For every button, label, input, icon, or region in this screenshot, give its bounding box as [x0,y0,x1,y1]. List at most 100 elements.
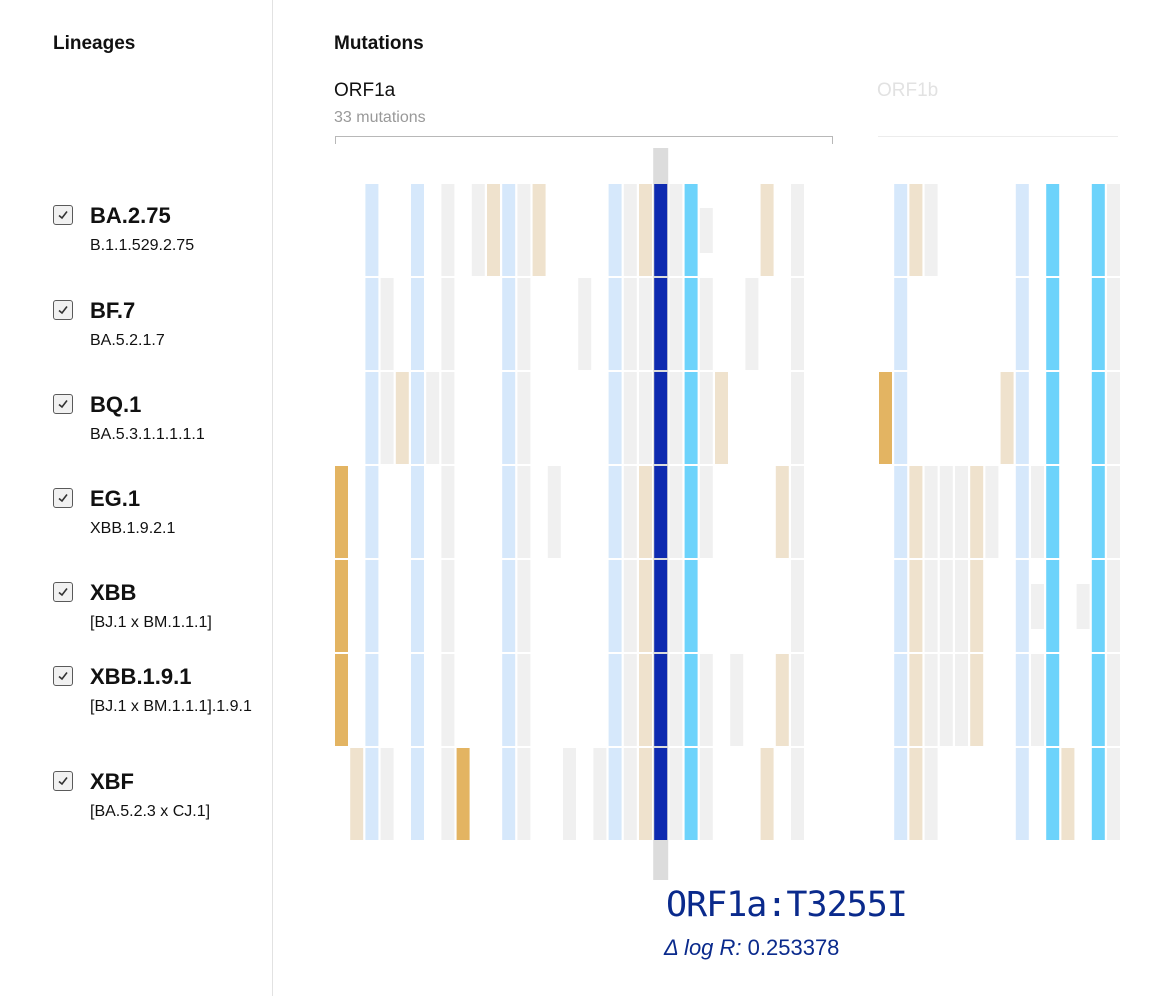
mutation-cell-orf1a[interactable] [623,372,637,464]
mutation-cell-orf1a[interactable] [517,654,531,746]
mutation-cell-orf1a[interactable] [654,654,668,746]
mutation-cell-orf1b[interactable] [1031,584,1044,629]
mutation-cell-orf1b[interactable] [894,278,908,370]
mutation-cell-orf1a[interactable] [411,654,424,746]
mutation-cell-orf1a[interactable] [791,466,804,558]
mutation-cell-orf1a[interactable] [517,278,531,370]
mutation-cell-orf1b[interactable] [1031,466,1044,558]
mutation-cell-orf1a[interactable] [502,560,516,652]
mutation-cell-orf1a[interactable] [517,560,531,652]
lineage-checkbox[interactable] [53,205,73,225]
mutation-cell-orf1b[interactable] [1015,278,1029,370]
mutation-cell-orf1a[interactable] [669,184,683,276]
mutation-cell-orf1a[interactable] [608,184,622,276]
mutation-cell-orf1a[interactable] [380,372,394,464]
mutation-cell-orf1a[interactable] [669,278,683,370]
mutation-cell-orf1b[interactable] [894,184,908,276]
lineage-checkbox[interactable] [53,582,73,602]
mutation-cell-orf1a[interactable] [760,184,774,276]
mutation-cell-orf1a[interactable] [502,466,516,558]
mutation-cell-orf1b[interactable] [894,748,908,840]
mutation-cell-orf1b[interactable] [1046,278,1060,370]
mutation-cell-orf1b[interactable] [1015,654,1029,746]
mutation-cell-orf1b[interactable] [970,654,984,746]
mutation-cell-orf1a[interactable] [791,560,804,652]
mutation-cell-orf1a[interactable] [365,278,379,370]
mutation-cell-orf1a[interactable] [715,372,728,464]
mutation-cell-orf1a[interactable] [517,748,531,840]
mutation-cell-orf1b[interactable] [924,184,938,276]
mutation-cell-orf1b[interactable] [1076,584,1090,629]
mutation-cell-orf1b[interactable] [955,654,968,746]
mutation-cell-orf1b[interactable] [1015,560,1029,652]
mutation-cell-orf1b[interactable] [879,372,892,464]
mutation-cell-orf1a[interactable] [502,654,516,746]
mutation-cell-orf1a[interactable] [654,184,668,276]
mutation-cell-orf1b[interactable] [924,560,938,652]
mutation-cell-orf1a[interactable] [669,372,683,464]
mutation-cell-orf1a[interactable] [699,654,713,746]
mutation-cell-orf1a[interactable] [411,372,424,464]
mutation-cell-orf1a[interactable] [654,372,668,464]
mutation-cell-orf1a[interactable] [517,184,531,276]
lineage-checkbox[interactable] [53,300,73,320]
mutation-cell-orf1b[interactable] [1031,654,1044,746]
mutation-cell-orf1b[interactable] [894,372,908,464]
mutation-cell-orf1a[interactable] [699,372,713,464]
mutation-cell-orf1a[interactable] [639,184,652,276]
mutation-cell-orf1a[interactable] [684,372,698,464]
mutation-cell-orf1a[interactable] [623,466,637,558]
mutation-cell-orf1b[interactable] [924,748,938,840]
mutation-cell-orf1b[interactable] [1046,372,1060,464]
mutation-cell-orf1b[interactable] [1015,466,1029,558]
mutation-cell-orf1a[interactable] [441,278,455,370]
mutation-cell-orf1b[interactable] [985,466,999,558]
lineage-checkbox[interactable] [53,488,73,508]
mutation-cell-orf1b[interactable] [1046,560,1060,652]
mutation-cell-orf1a[interactable] [654,278,668,370]
lineage-checkbox[interactable] [53,771,73,791]
mutation-cell-orf1b[interactable] [924,466,938,558]
mutation-cell-orf1b[interactable] [1107,654,1120,746]
mutation-cell-orf1a[interactable] [608,748,622,840]
mutation-cell-orf1b[interactable] [909,654,923,746]
mutation-cell-orf1a[interactable] [623,278,637,370]
mutation-cell-orf1b[interactable] [1107,560,1120,652]
mutation-cell-orf1b[interactable] [1046,184,1060,276]
mutation-cell-orf1b[interactable] [1091,466,1105,558]
mutation-cell-orf1a[interactable] [441,184,455,276]
mutation-cell-orf1a[interactable] [730,654,744,746]
mutation-cell-orf1a[interactable] [669,748,683,840]
gene-tab-orf1a[interactable]: ORF1a [334,80,396,101]
mutation-cell-orf1a[interactable] [411,560,424,652]
mutation-cell-orf1a[interactable] [699,466,713,558]
mutation-cell-orf1b[interactable] [939,560,953,652]
mutation-cell-orf1a[interactable] [487,184,500,276]
mutation-cell-orf1a[interactable] [654,560,668,652]
mutation-cell-orf1a[interactable] [456,748,470,840]
mutation-cell-orf1a[interactable] [623,654,637,746]
mutation-cell-orf1a[interactable] [380,748,394,840]
mutation-cell-orf1a[interactable] [654,466,668,558]
mutation-cell-orf1b[interactable] [1107,748,1120,840]
mutation-cell-orf1a[interactable] [608,278,622,370]
mutation-cell-orf1a[interactable] [699,278,713,370]
mutation-cell-orf1a[interactable] [441,560,455,652]
mutation-cell-orf1a[interactable] [699,208,713,253]
mutation-cell-orf1a[interactable] [365,654,379,746]
mutation-cell-orf1b[interactable] [909,184,923,276]
mutation-cell-orf1b[interactable] [955,560,968,652]
mutation-cell-orf1a[interactable] [365,748,379,840]
mutation-cell-orf1b[interactable] [1107,278,1120,370]
mutation-cell-orf1a[interactable] [669,560,683,652]
mutation-cell-orf1a[interactable] [791,748,804,840]
mutation-cell-orf1a[interactable] [684,466,698,558]
mutation-cell-orf1b[interactable] [1000,372,1014,464]
mutation-cell-orf1b[interactable] [894,560,908,652]
mutation-cell-orf1a[interactable] [335,560,348,652]
mutation-cell-orf1b[interactable] [1091,560,1105,652]
mutation-cell-orf1a[interactable] [639,466,652,558]
mutation-cell-orf1a[interactable] [411,184,424,276]
mutation-cell-orf1a[interactable] [639,372,652,464]
